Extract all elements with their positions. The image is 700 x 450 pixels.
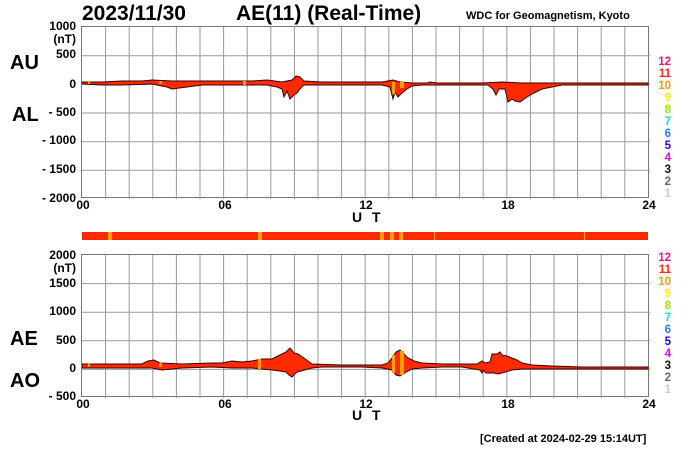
xtick: 00 xyxy=(76,397,90,411)
ae-ao-plot xyxy=(81,254,650,398)
legend-item: 10 xyxy=(658,80,671,92)
created-timestamp: [Created at 2024-02-29 15:14UT] xyxy=(480,433,647,445)
station-count-bar xyxy=(82,232,648,240)
ae-ao-graph xyxy=(82,255,650,398)
ytick: - 500 xyxy=(48,389,76,403)
xtick: 18 xyxy=(501,198,515,212)
xtick: 12 xyxy=(359,198,373,212)
ytick: 500 xyxy=(55,333,76,347)
ao-label: AO xyxy=(10,370,40,392)
unit-label: (nT) xyxy=(53,261,76,275)
organization-label: WDC for Geomagnetism, Kyoto xyxy=(466,10,630,22)
au-al-area xyxy=(82,75,649,103)
legend-item: 7 xyxy=(664,116,671,128)
legend-item: 7 xyxy=(664,312,671,324)
xtick: 18 xyxy=(501,397,515,411)
x-axis-label: U T xyxy=(352,209,384,225)
ytick: - 500 xyxy=(48,105,76,119)
chart-title: AE(11) (Real-Time) xyxy=(236,2,422,25)
xtick: 24 xyxy=(642,198,656,212)
legend-item: 8 xyxy=(664,300,671,312)
legend-item: 2 xyxy=(664,372,671,384)
ytick: 1000 xyxy=(49,19,76,33)
legend-item: 1 xyxy=(664,384,671,396)
legend-item: 3 xyxy=(664,360,671,372)
x-axis-label: U T xyxy=(352,407,384,423)
legend-item: 2 xyxy=(664,176,671,188)
ae-label: AE xyxy=(10,328,38,350)
legend-item: 5 xyxy=(664,336,671,348)
ytick: 500 xyxy=(55,47,76,61)
ytick: 2000 xyxy=(49,248,76,262)
legend-item: 9 xyxy=(664,288,671,300)
legend-item: 3 xyxy=(664,164,671,176)
ytick: 0 xyxy=(69,77,76,91)
legend-item: 6 xyxy=(664,128,671,140)
xtick: 24 xyxy=(642,397,656,411)
au-label: AU xyxy=(10,52,39,74)
legend-item: 11 xyxy=(658,264,671,276)
legend-item: 5 xyxy=(664,140,671,152)
ae-ao-area xyxy=(82,347,649,378)
legend-item: 10 xyxy=(658,276,671,288)
legend-item: 11 xyxy=(658,68,671,80)
legend-item: 1 xyxy=(664,188,671,200)
au-al-graph xyxy=(82,27,650,199)
legend-item: 4 xyxy=(664,152,671,164)
grid-lines xyxy=(82,255,650,398)
legend-item: 8 xyxy=(664,104,671,116)
xtick: 06 xyxy=(218,198,232,212)
ytick: - 2000 xyxy=(41,191,76,205)
legend-item: 12 xyxy=(658,252,671,264)
chart-date: 2023/11/30 xyxy=(82,2,186,25)
ytick: - 1500 xyxy=(41,162,76,176)
ytick: 1500 xyxy=(49,276,76,290)
au-al-plot xyxy=(81,26,650,199)
legend-item: 12 xyxy=(658,56,671,68)
ytick: 1000 xyxy=(49,304,76,318)
ytick: 0 xyxy=(69,361,76,375)
legend-item: 4 xyxy=(664,348,671,360)
grid-lines xyxy=(82,27,650,199)
legend-item: 9 xyxy=(664,92,671,104)
xtick: 00 xyxy=(76,198,90,212)
xtick: 06 xyxy=(218,397,232,411)
al-label: AL xyxy=(12,104,39,126)
unit-label: (nT) xyxy=(53,32,76,46)
ytick: - 1000 xyxy=(41,133,76,147)
xtick: 12 xyxy=(359,397,373,411)
legend-item: 6 xyxy=(664,324,671,336)
